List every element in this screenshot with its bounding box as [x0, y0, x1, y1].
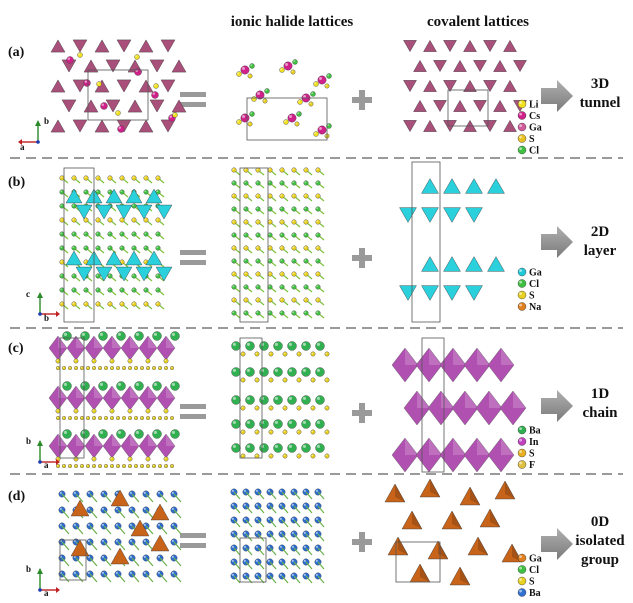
row-a-structure-covalent: [403, 39, 527, 133]
legend-label: Ba: [529, 426, 541, 437]
legend-label: S: [529, 577, 535, 588]
axis-d-horiz-label: a: [44, 588, 49, 598]
axis-indicator-b: [37, 292, 60, 317]
axis-indicator-a: [18, 120, 41, 145]
arrow-c: [541, 390, 573, 422]
legend-label: In: [529, 437, 539, 448]
row-b-structure-covalent: [399, 161, 505, 323]
result-d-line1: 0D: [591, 514, 610, 530]
axis-indicator-d: [37, 568, 60, 593]
operators: [180, 90, 372, 552]
result-d-line3: group: [581, 552, 619, 568]
legend-swatch: [517, 437, 527, 446]
plus-sign-d: [352, 532, 372, 552]
equals-sign-b: [180, 250, 206, 265]
legend-label: Li: [529, 100, 539, 111]
legend-swatch: [517, 448, 527, 458]
axis-c-vert-label: b: [26, 436, 31, 446]
legend-swatch: [517, 576, 527, 586]
result-arrows: [541, 80, 573, 560]
legend-label: Cl: [529, 565, 539, 576]
arrow-a: [541, 80, 573, 112]
axis-a-horiz-label: a: [20, 142, 25, 152]
row-label-a: (a): [8, 45, 25, 60]
legend-label: S: [529, 291, 535, 302]
row-c-structure-ionic: [231, 337, 330, 459]
legend-swatch: [517, 588, 527, 597]
legend-swatch: [517, 565, 527, 574]
legend-swatch: [517, 425, 527, 435]
equals-sign-c: [180, 404, 206, 419]
header-covalent: covalent lattices: [427, 14, 529, 30]
row-label-c: (c): [8, 341, 24, 356]
legend-label: Ga: [529, 268, 542, 279]
legend-swatch: [517, 122, 527, 132]
legend-swatch: [517, 460, 527, 469]
legend-label: S: [529, 449, 535, 460]
legend-swatch: [517, 279, 527, 288]
legend-label: Ga: [529, 123, 542, 134]
equals-sign-d: [180, 533, 206, 548]
legend-swatch: [517, 99, 527, 109]
result-d-line2: isolated: [575, 533, 625, 549]
legend-label: S: [529, 134, 535, 145]
legend-swatch: [517, 302, 527, 311]
row-b-structure-ionic: [231, 167, 325, 323]
legend-label: Cl: [529, 146, 539, 157]
legend-label: Na: [529, 302, 541, 313]
row-dividers: [10, 157, 623, 475]
legend-swatch: [517, 553, 527, 563]
axis-a-vert-label: b: [44, 116, 49, 126]
legend-label: Ga: [529, 554, 542, 565]
row-b-structure-full: [59, 167, 173, 323]
header-ionic: ionic halide lattices: [231, 14, 354, 30]
result-c-line2: chain: [582, 405, 618, 421]
legend-label: Ba: [529, 588, 541, 598]
plus-sign-a: [352, 90, 372, 110]
row-a-structure-full: [50, 39, 187, 133]
legend-swatch: [517, 111, 527, 120]
row-d-structure-ionic: [230, 488, 325, 584]
row-a-structure-ionic: [236, 59, 332, 141]
axis-b-vert-label: c: [26, 289, 30, 299]
legend-swatch: [517, 145, 527, 155]
row-c-structure-full: [48, 331, 180, 469]
legend-label: Cl: [529, 279, 539, 290]
axis-indicator-c: [37, 440, 60, 465]
axis-c-horiz-label: a: [44, 460, 49, 470]
axis-d-vert-label: b: [26, 564, 31, 574]
row-label-d: (d): [8, 489, 25, 504]
result-b-line1: 2D: [591, 224, 610, 240]
result-b-line2: layer: [584, 243, 617, 259]
legend-swatch: [517, 134, 527, 143]
row-d-structure-full: [58, 489, 182, 583]
equals-sign-a: [180, 92, 206, 107]
structure-art: [18, 39, 527, 593]
legend-swatch: [517, 267, 527, 277]
result-c-line1: 1D: [591, 386, 610, 402]
arrow-b: [541, 226, 573, 258]
row-c-structure-covalent: [391, 337, 527, 473]
arrow-d: [541, 528, 573, 560]
result-a-line1: 3D: [591, 76, 610, 92]
legend-swatch: [517, 290, 527, 300]
legend-label: Cs: [529, 111, 540, 122]
plus-sign-c: [352, 403, 372, 423]
legend-label: F: [529, 460, 535, 471]
row-d-structure-covalent: [384, 478, 523, 586]
row-label-b: (b): [8, 175, 25, 190]
plus-sign-b: [352, 248, 372, 268]
result-a-line2: tunnel: [580, 95, 621, 111]
axis-b-horiz-label: b: [44, 313, 49, 323]
